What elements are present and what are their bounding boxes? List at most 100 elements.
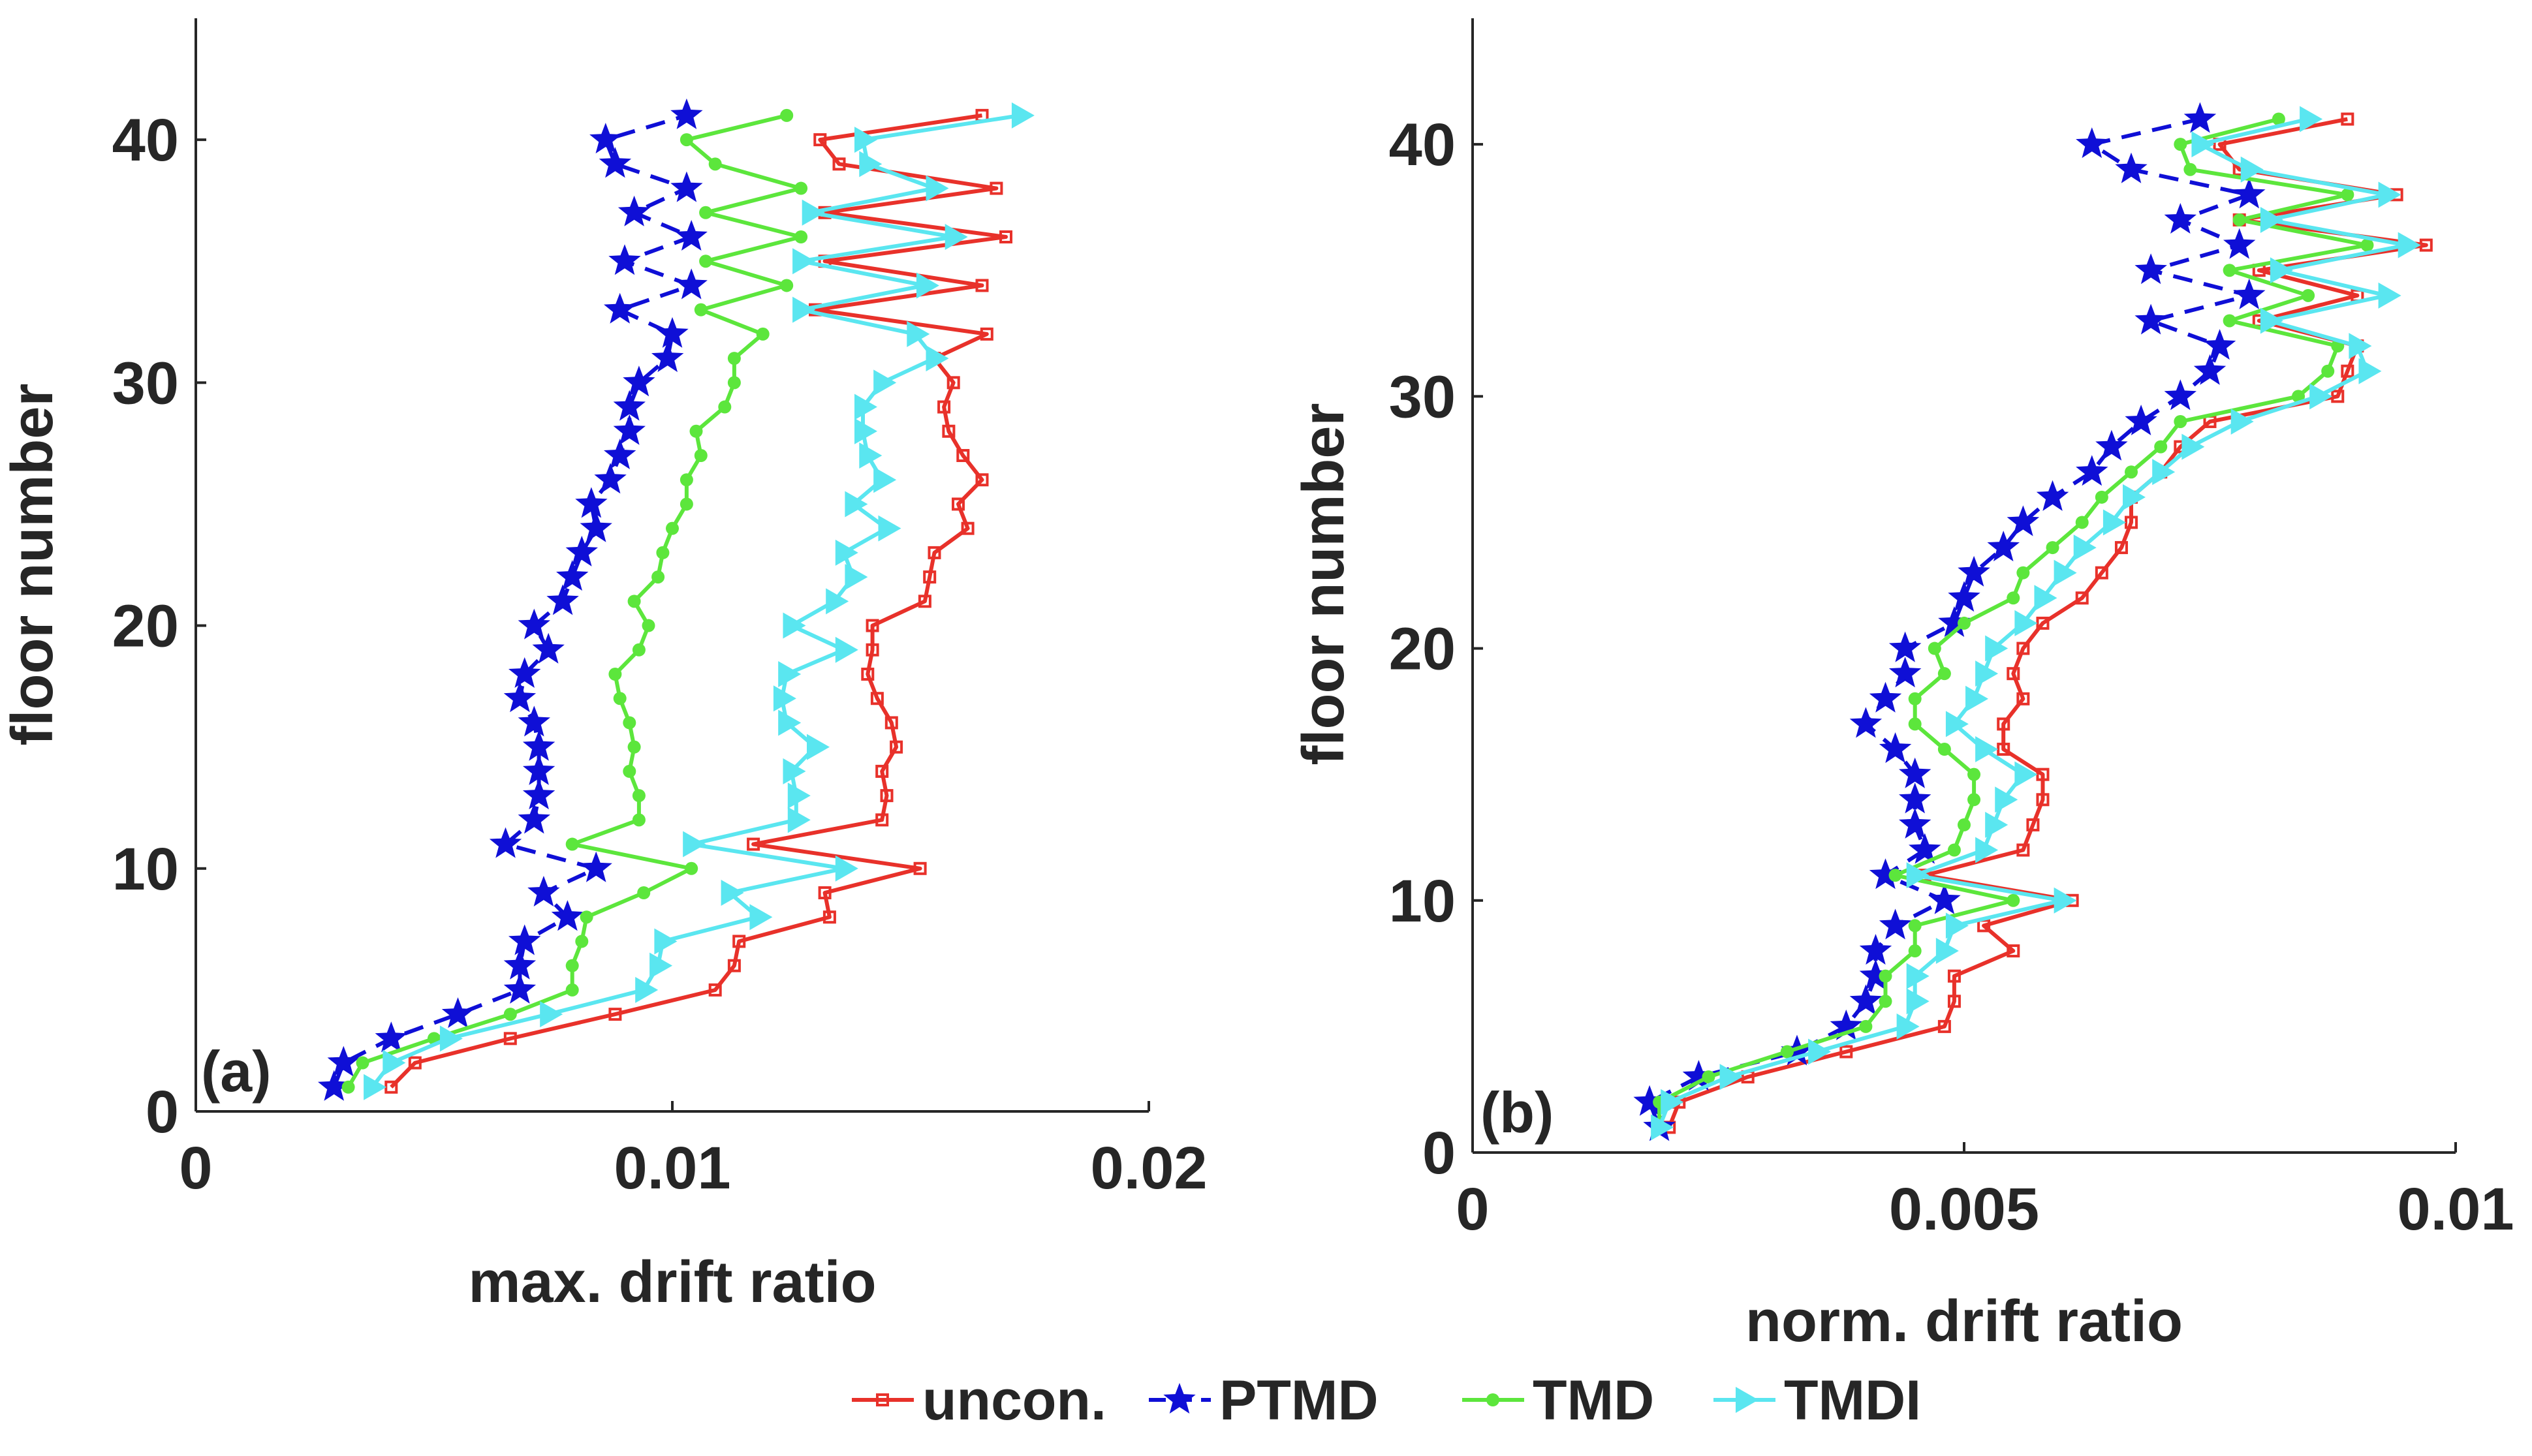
- y-axis-label: floor number: [0, 384, 65, 746]
- data-point: [604, 439, 636, 469]
- data-point: [780, 108, 794, 122]
- data-point: [1965, 685, 1989, 712]
- data-point: [1908, 717, 1922, 731]
- data-point: [1908, 919, 1922, 933]
- data-point: [1859, 1019, 1873, 1033]
- data-point: [2164, 203, 2196, 234]
- data-point: [813, 133, 827, 147]
- data-point: [945, 224, 968, 250]
- data-point: [608, 1008, 622, 1021]
- data-point: [727, 376, 741, 390]
- data-point: [1896, 1013, 1920, 1040]
- data-point: [699, 206, 713, 219]
- data-point: [685, 861, 698, 875]
- data-point: [2358, 358, 2382, 384]
- data-point: [522, 730, 555, 761]
- data-point: [680, 133, 693, 147]
- y-tick-label: 0: [146, 1079, 179, 1145]
- x-tick-label: 0.01: [614, 1135, 730, 1201]
- data-point: [2233, 278, 2266, 309]
- data-point: [575, 487, 608, 518]
- data-point: [2016, 642, 2030, 655]
- legend-item-ptmd: PTMD: [1149, 1369, 1379, 1432]
- data-point: [859, 442, 883, 469]
- data-point: [1995, 786, 2018, 813]
- data-point: [2272, 112, 2285, 126]
- data-point: [635, 976, 659, 1003]
- data-point: [2134, 303, 2167, 335]
- data-point: [2154, 440, 2168, 454]
- data-point: [364, 1074, 387, 1100]
- data-point: [546, 584, 579, 615]
- data-point: [565, 983, 579, 997]
- data-point: [2075, 591, 2089, 605]
- data-point: [783, 612, 806, 639]
- series-uncon: [1663, 112, 2433, 1134]
- data-point: [522, 779, 555, 810]
- data-point: [2115, 152, 2148, 183]
- data-point: [1888, 869, 1902, 882]
- data-point: [670, 98, 703, 129]
- data-point: [2102, 509, 2126, 536]
- data-point: [383, 1049, 406, 1076]
- data-point: [913, 861, 927, 875]
- data-point: [604, 292, 636, 324]
- legend-marker: [1486, 1393, 1499, 1406]
- data-point: [1849, 984, 1883, 1015]
- data-point: [1899, 807, 1931, 839]
- data-point: [2036, 616, 2050, 630]
- legend-item-tmd: TMD: [1462, 1369, 1654, 1432]
- data-point: [2181, 433, 2205, 460]
- data-point: [503, 972, 537, 1004]
- data-point: [1661, 1089, 1684, 1115]
- data-point: [1888, 631, 1922, 662]
- data-point: [623, 764, 636, 778]
- data-point: [1859, 959, 1892, 990]
- data-point: [916, 272, 939, 299]
- data-point: [2223, 264, 2236, 277]
- data-point: [854, 127, 877, 153]
- data-point: [1908, 944, 1922, 958]
- data-point: [832, 157, 846, 171]
- data-point: [565, 959, 579, 972]
- series-tmdi: [1651, 106, 2421, 1141]
- data-point: [508, 657, 541, 688]
- data-point: [2309, 383, 2333, 410]
- data-point: [694, 449, 708, 462]
- data-point: [845, 564, 868, 591]
- data-point: [918, 595, 931, 608]
- data-point: [2152, 459, 2176, 486]
- data-point: [1967, 767, 1981, 781]
- data-point: [2419, 238, 2433, 252]
- data-point: [1985, 635, 2008, 662]
- data-point: [2230, 408, 2254, 435]
- data-point: [1888, 657, 1922, 688]
- data-point: [654, 928, 678, 955]
- data-point: [1859, 934, 1892, 965]
- data-point: [2007, 591, 2020, 605]
- data-point: [589, 123, 622, 154]
- data-point: [1909, 833, 1941, 864]
- series-line: [390, 113, 1008, 1089]
- data-point: [327, 1046, 360, 1077]
- data-point: [822, 910, 836, 924]
- data-point: [773, 685, 796, 712]
- data-point: [489, 827, 522, 858]
- data-point: [835, 636, 858, 663]
- legend: uncon. PTMD TMD TMDI: [852, 1369, 1921, 1432]
- data-point: [675, 220, 708, 251]
- data-point: [1975, 736, 1999, 763]
- data-point: [1906, 963, 1930, 989]
- data-point: [2360, 238, 2374, 252]
- y-tick-label: 40: [112, 107, 179, 174]
- data-point: [2114, 541, 2128, 555]
- data-point: [732, 935, 746, 948]
- data-point: [1808, 1038, 1832, 1065]
- data-point: [718, 400, 732, 414]
- data-point: [807, 734, 830, 760]
- x-tick-label: 0.01: [2397, 1176, 2514, 1243]
- data-point: [627, 740, 641, 754]
- data-point: [787, 807, 811, 833]
- data-point: [1899, 782, 1931, 814]
- data-point: [1879, 732, 1912, 764]
